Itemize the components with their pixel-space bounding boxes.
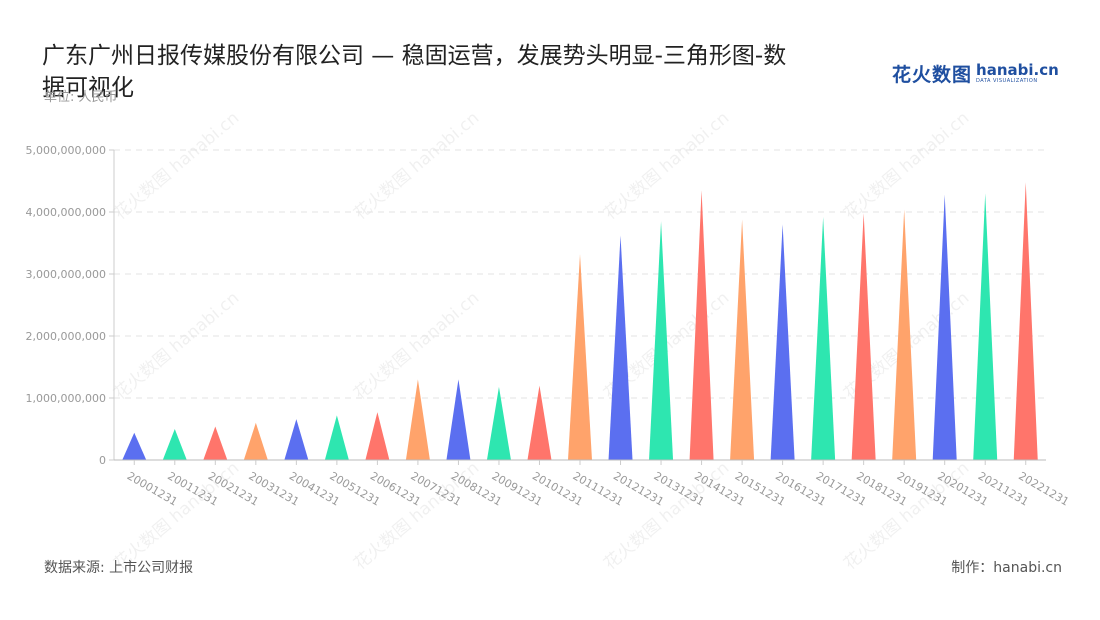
logo-en-text: hanabi.cn [976, 60, 1059, 79]
triangle-bar [568, 254, 592, 460]
y-tick-label: 4,000,000,000 [26, 206, 106, 219]
triangle-bar [649, 221, 674, 460]
triangle-bar [932, 194, 957, 460]
watermark-text: 花火数图 hanabi.cn [350, 288, 483, 404]
y-tick-label: 5,000,000,000 [26, 144, 106, 157]
triangle-bar [284, 419, 309, 460]
triangle-bar [203, 426, 228, 460]
logo-cn-text: 花火数图 [892, 64, 973, 86]
y-tick-label: 2,000,000,000 [26, 330, 106, 343]
triangle-bar [973, 193, 998, 460]
watermark-text: 花火数图 hanabi.cn [600, 108, 733, 224]
triangle-bar [122, 432, 147, 460]
brand-logo: 花火数图 hanabi.cn DATA VISUALIZATION [892, 60, 1059, 87]
triangle-bar [365, 412, 390, 460]
triangle-bar [608, 235, 633, 460]
watermark-text: 花火数图 hanabi.cn [350, 108, 483, 224]
triangle-bar [527, 385, 552, 460]
watermark-text: 花火数图 hanabi.cn [110, 108, 243, 224]
triangle-bar [243, 422, 268, 460]
triangle-bar [405, 379, 430, 460]
triangle-bar [851, 213, 876, 460]
triangle-bar [446, 379, 471, 460]
triangle-bar [811, 216, 836, 460]
y-axis: 0 1,000,000,000 2,000,000,000 3,000,000,000… [26, 144, 115, 467]
triangle-bar [892, 209, 917, 460]
credit-note: 制作：hanabi.cn [951, 560, 1062, 576]
chart-title: 广东广州日报传媒股份有限公司 — 稳固运营，发展势头明显-三角形图-数据可视化 [42, 43, 787, 101]
triangle-bar [689, 190, 714, 461]
triangle-bar [1013, 182, 1038, 461]
unit-label: 单位: 人民币 [44, 90, 118, 105]
triangle-bar [162, 429, 187, 460]
watermark-text: 花火数图 hanabi.cn [110, 288, 243, 404]
y-tick-label: 1,000,000,000 [26, 392, 106, 405]
watermark-text: 花火数图 hanabi.cn [840, 108, 973, 224]
triangle-bar [486, 386, 511, 460]
triangle-bar [730, 219, 755, 460]
bar-series [122, 182, 1038, 461]
triangle-bar [770, 224, 795, 460]
triangle-bar [324, 415, 349, 460]
y-tick-label: 0 [99, 454, 106, 467]
watermark-layer: 花火数图 hanabi.cn 花火数图 hanabi.cn 花火数图 hanabi.… [110, 108, 973, 574]
y-tick-label: 3,000,000,000 [26, 268, 106, 281]
data-source-note: 数据来源: 上市公司财报 [44, 560, 194, 576]
logo-en-subtext: DATA VISUALIZATION [976, 77, 1038, 84]
logo-en-block: hanabi.cn DATA VISUALIZATION [976, 60, 1059, 85]
